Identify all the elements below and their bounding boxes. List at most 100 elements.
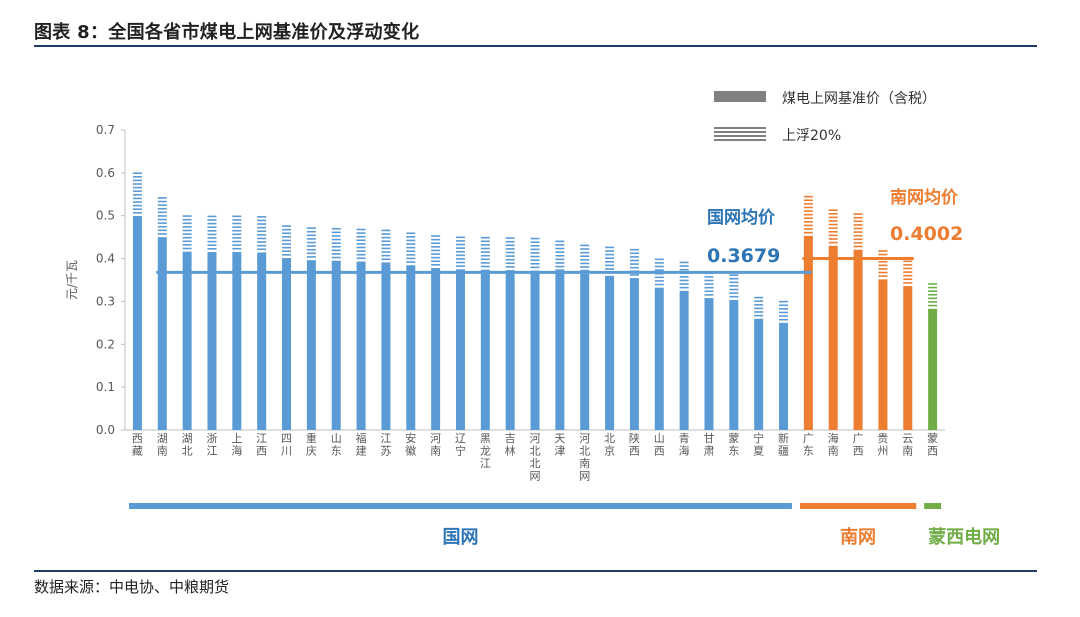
x-tick-label: 广西 [853,432,864,458]
bar-base-蒙西 [928,308,938,430]
bar-float-stripe [679,276,689,278]
x-tick-label: 吉林 [505,432,516,458]
bar-float-stripe [232,240,242,243]
bar-float-浙江 [207,215,217,250]
bar-float-stripe [530,237,540,240]
bar-float-stripe [356,243,366,245]
bar-float-stripe [356,228,366,231]
bar-float-stripe [431,246,441,248]
bar-base-蒙东 [729,299,739,430]
bar-float-北京 [605,246,615,274]
bar-float-stripe [132,212,142,214]
bar-float-stripe [605,261,615,263]
x-tick-label: 陕西 [629,431,640,458]
bar-float-stripe [157,218,167,221]
bar-float-西藏 [132,172,142,214]
bar-float-stripe [406,254,416,256]
bar-float-stripe [729,274,739,276]
bar-float-新疆 [779,300,789,321]
bar-float-stripe [431,242,441,245]
bar-float-stripe [555,269,565,271]
bar-float-上海 [232,215,242,250]
bar-base-北京 [605,275,615,430]
bar-float-stripe [207,248,217,250]
bar-float-stripe [157,225,167,228]
bar-float-stripe [331,256,341,259]
bar-float-stripe [928,297,938,300]
bar-float-stripe [306,230,316,233]
bar-float-stripe [729,292,739,294]
x-tick-label: 上海 [231,432,242,458]
bar-float-stripe [455,258,465,260]
bar-float-stripe [132,190,142,193]
bar-base-黑龙江 [480,269,490,430]
bar-float-stripe [654,269,664,271]
bar-float-stripe [157,197,167,199]
x-tick-label: 河北南网 [579,432,590,483]
bar-float-stripe [282,232,292,235]
bar-float-stripe [157,211,167,214]
bar-float-stripe [530,266,540,269]
bar-float-stripe [406,243,416,245]
bar-float-stripe [530,241,540,243]
bar-float-stripe [903,267,913,270]
bar-float-stripe [853,242,863,244]
bar-float-stripe [779,311,789,314]
bar-float-stripe [605,264,615,267]
bar-base-陕西 [629,278,639,430]
bar-float-stripe [828,220,838,222]
bar-float-stripe [257,226,267,229]
bar-float-安徽 [406,232,416,263]
bar-float-stripe [406,250,416,253]
bar-float-辽宁 [455,236,465,267]
bar-float-福建 [356,228,366,260]
y-tick-label: 0.6 [96,166,115,180]
bar-float-广东 [803,195,813,234]
bar-float-stripe [779,300,789,303]
bar-float-stripe [803,221,813,223]
bar-base-青海 [679,290,689,430]
bar-float-stripe [282,225,292,227]
bar-float-stripe [455,236,465,239]
bar-float-stripe [431,238,441,241]
x-tick-label: 山西 [654,432,665,458]
x-tick-label: 福建 [356,431,367,458]
bar-float-stripe [306,234,316,237]
national-average-value: 0.3679 [707,245,780,267]
bar-float-stripe [480,236,490,239]
bar-float-stripe [232,222,242,225]
bar-float-stripe [232,247,242,250]
bar-float-stripe [629,263,639,265]
bar-float-stripe [157,222,167,224]
bar-float-stripe [331,231,341,234]
bar-float-stripe [182,218,192,221]
bar-float-stripe [629,256,639,258]
bar-float-stripe [754,303,764,306]
bar-float-stripe [828,234,838,237]
southern-average-value: 0.4002 [890,223,963,245]
bar-float-stripe [555,247,565,250]
bar-float-stripe [629,248,639,251]
bar-float-stripe [455,261,465,264]
bar-float-stripe [629,274,639,276]
bar-float-stripe [580,259,590,261]
bar-float-stripe [480,240,490,243]
bar-float-stripe [356,232,366,234]
bar-float-河北北网 [530,237,540,269]
x-tick-label: 蒙西 [927,432,938,458]
bar-float-stripe [654,283,664,286]
bar-float-stripe [381,236,391,239]
bar-float-stripe [306,227,316,229]
bar-float-广西 [853,213,863,248]
bar-float-stripe [257,223,267,225]
bar-float-stripe [704,290,714,293]
bar-float-stripe [903,264,913,266]
bar-float-stripe [530,248,540,251]
y-tick-label: 0.7 [96,123,115,137]
bar-base-江西 [257,252,267,430]
bar-float-stripe [132,183,142,185]
legend-float-swatch [714,127,766,141]
bar-base-江苏 [381,262,391,430]
bar-float-stripe [928,304,938,307]
